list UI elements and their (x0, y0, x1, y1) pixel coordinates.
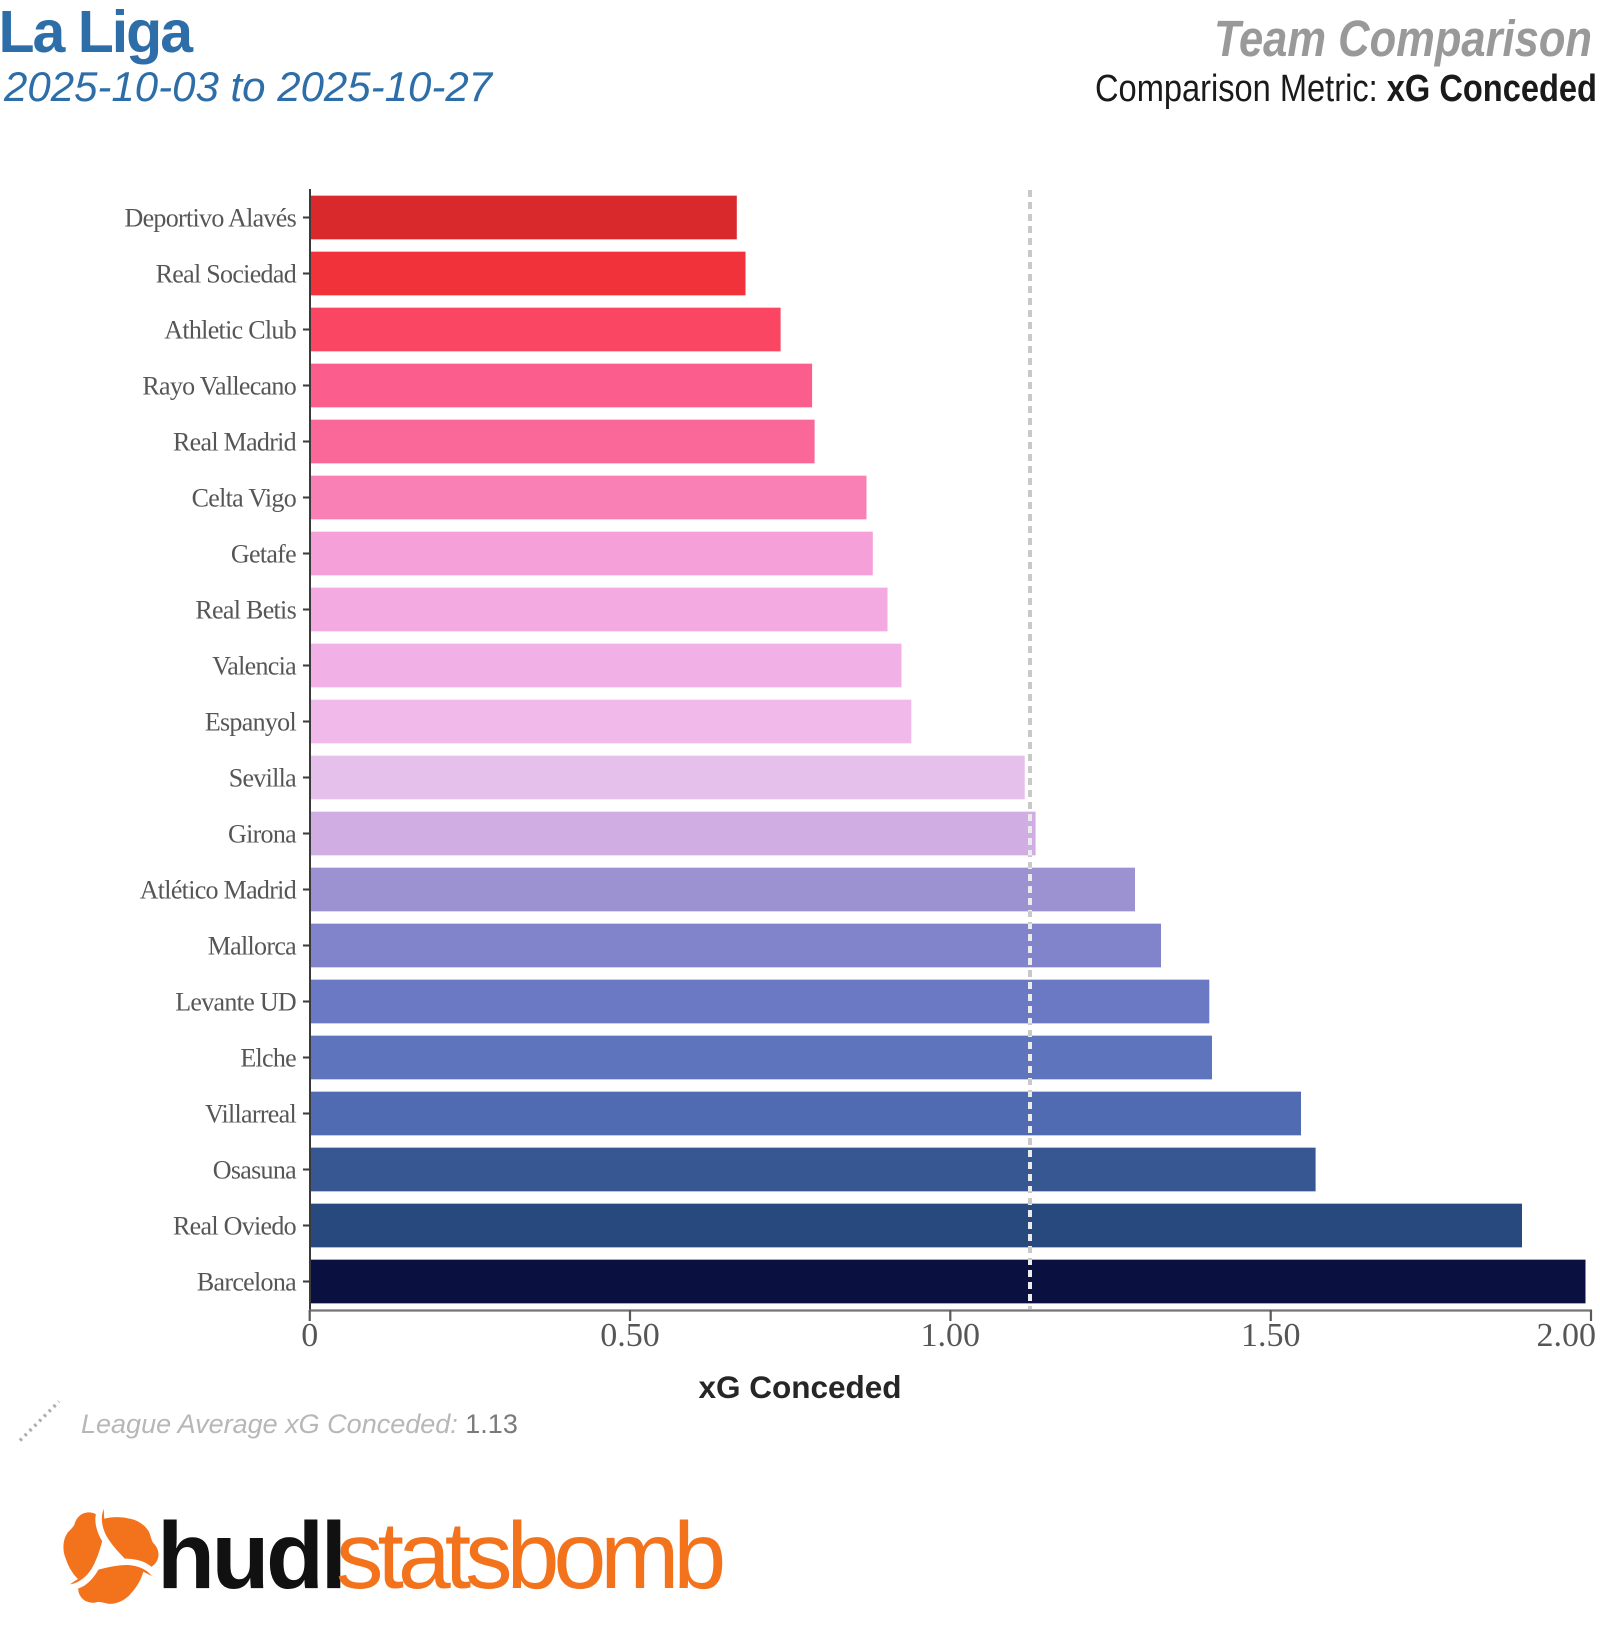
svg-text:xG Conceded: xG Conceded (698, 1369, 901, 1405)
svg-text:Real Betis: Real Betis (195, 596, 296, 625)
svg-text:Levante UD: Levante UD (175, 988, 296, 1017)
svg-text:La Liga: La Liga (0, 0, 194, 65)
svg-text:Sevilla: Sevilla (229, 764, 297, 793)
svg-text:Real Madrid: Real Madrid (173, 428, 297, 457)
svg-text:0: 0 (301, 1317, 318, 1354)
svg-text:Getafe: Getafe (231, 540, 296, 569)
svg-text:2.00: 2.00 (1537, 1317, 1597, 1354)
svg-text:Team Comparison: Team Comparison (1214, 10, 1592, 67)
svg-text:Valencia: Valencia (212, 652, 297, 681)
svg-text:Osasuna: Osasuna (213, 1156, 297, 1185)
svg-text:Espanyol: Espanyol (205, 708, 297, 737)
svg-text:Real Sociedad: Real Sociedad (156, 260, 297, 289)
svg-text:Real Oviedo: Real Oviedo (173, 1212, 297, 1241)
svg-text:Mallorca: Mallorca (208, 932, 297, 961)
svg-text:Barcelona: Barcelona (197, 1268, 297, 1297)
svg-text:Deportivo Alavés: Deportivo Alavés (125, 204, 297, 233)
svg-text:1.50: 1.50 (1241, 1317, 1301, 1354)
svg-text:Athletic Club: Athletic Club (164, 316, 296, 345)
svg-text:Rayo Vallecano: Rayo Vallecano (142, 372, 296, 401)
svg-text:Celta Vigo: Celta Vigo (192, 484, 297, 513)
svg-text:1.00: 1.00 (921, 1317, 981, 1354)
svg-text:Atlético Madrid: Atlético Madrid (140, 876, 297, 905)
svg-text:2025-10-03 to 2025-10-27: 2025-10-03 to 2025-10-27 (3, 63, 494, 110)
svg-text:Villarreal: Villarreal (205, 1100, 297, 1129)
svg-text:Elche: Elche (240, 1044, 296, 1073)
svg-text:League Average xG Conceded: 1.: League Average xG Conceded: 1.13 (81, 1409, 518, 1439)
svg-text:statsbomb: statsbomb (336, 1503, 722, 1609)
svg-text:Girona: Girona (228, 820, 297, 849)
svg-text:hudl: hudl (157, 1503, 343, 1609)
svg-text:0.50: 0.50 (600, 1317, 660, 1354)
svg-text:Comparison Metric: xG Conceded: Comparison Metric: xG Conceded (1095, 68, 1597, 110)
